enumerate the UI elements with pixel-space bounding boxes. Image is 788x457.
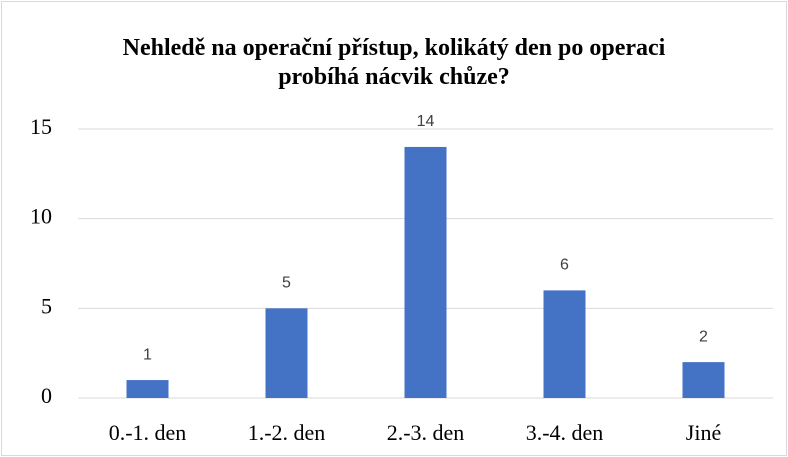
chart-title: Nehledě na operační přístup, kolikátý de… xyxy=(122,35,666,90)
bar xyxy=(682,362,725,398)
x-tick-label: 1.-2. den xyxy=(248,420,326,445)
value-label: 1 xyxy=(143,346,152,363)
value-label: 5 xyxy=(282,275,291,292)
bar xyxy=(265,308,308,398)
y-tick-label: 10 xyxy=(30,204,52,229)
bar xyxy=(126,380,169,398)
value-label: 2 xyxy=(699,328,708,345)
bar xyxy=(404,146,447,398)
value-label: 6 xyxy=(560,257,569,274)
y-tick-label: 5 xyxy=(41,293,52,318)
value-label: 14 xyxy=(417,113,435,130)
x-tick-label: 3.-4. den xyxy=(526,420,604,445)
y-tick-label: 0 xyxy=(41,383,52,408)
x-tick-label: Jiné xyxy=(686,420,721,445)
bar xyxy=(543,290,586,398)
x-tick-label: 2.-3. den xyxy=(387,420,465,445)
x-tick-label: 0.-1. den xyxy=(109,420,187,445)
y-tick-label: 15 xyxy=(30,114,52,139)
